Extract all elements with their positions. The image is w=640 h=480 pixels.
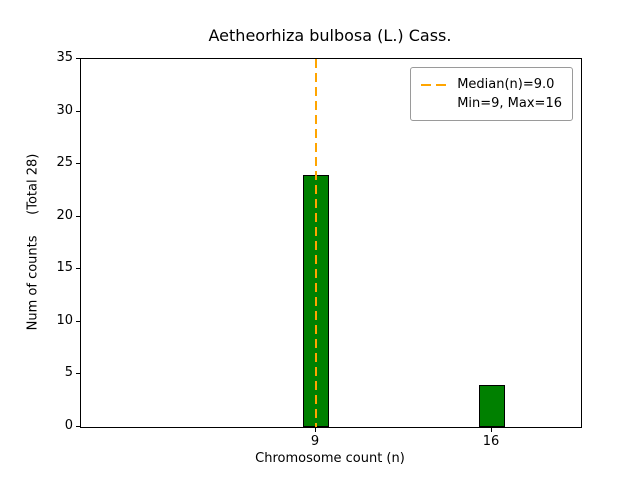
y-tick-mark	[76, 216, 80, 217]
y-tick-label: 20	[56, 208, 73, 223]
y-tick-label: 5	[64, 365, 73, 380]
y-tick-label: 25	[56, 155, 73, 170]
median-line	[315, 59, 317, 427]
y-tick-label: 35	[56, 50, 73, 65]
legend-label: Min=9, Max=16	[457, 96, 562, 111]
legend-entry-0: Median(n)=9.0	[421, 75, 562, 94]
y-tick-mark	[76, 426, 80, 427]
y-tick-label: 0	[64, 418, 73, 433]
y-tick-mark	[76, 321, 80, 322]
x-tick-label: 16	[482, 434, 500, 449]
y-tick-mark	[76, 111, 80, 112]
x-tick-label: 9	[310, 434, 320, 449]
y-axis-label: Num of counts (Total 28)	[25, 153, 41, 331]
y-tick-mark	[76, 58, 80, 59]
x-tick-mark	[491, 428, 492, 432]
y-tick-label: 10	[56, 313, 73, 328]
x-axis-label: Chromosome count (n)	[255, 451, 405, 466]
legend-entry-1: Min=9, Max=16	[421, 94, 562, 113]
y-tick-mark	[76, 163, 80, 164]
x-tick-mark	[315, 428, 316, 432]
legend-marker-blank	[421, 103, 449, 105]
legend: Median(n)=9.0 Min=9, Max=16	[410, 67, 573, 121]
legend-label: Median(n)=9.0	[457, 77, 555, 92]
y-tick-mark	[76, 373, 80, 374]
bar-16	[479, 385, 505, 427]
chart-title: Aetheorhiza bulbosa (L.) Cass.	[208, 26, 452, 45]
y-tick-label: 15	[56, 260, 73, 275]
plot-area: Median(n)=9.0 Min=9, Max=16	[80, 58, 582, 428]
y-tick-mark	[76, 268, 80, 269]
y-tick-label: 30	[56, 103, 73, 118]
legend-dashed-line-icon	[421, 83, 450, 86]
